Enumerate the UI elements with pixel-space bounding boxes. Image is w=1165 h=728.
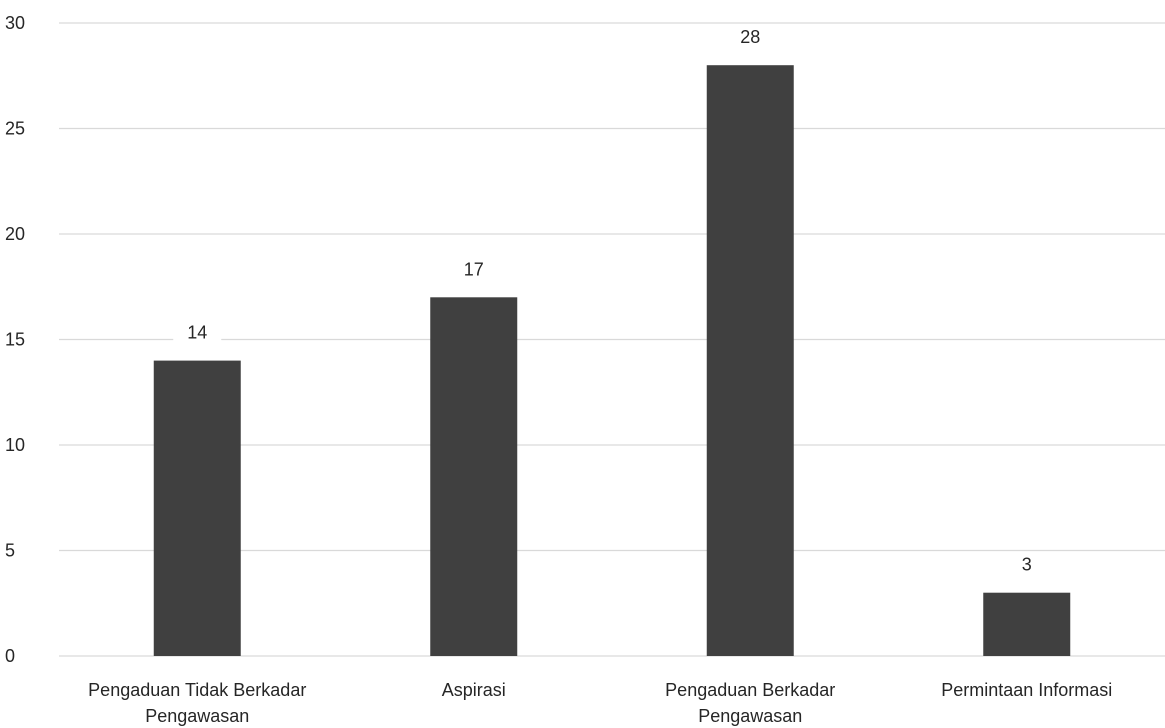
y-axis-tick-labels: 0 5 10 15 20 25 30: [5, 13, 25, 666]
gridlines: [59, 22, 1165, 657]
data-label-background: [1008, 554, 1046, 577]
data-label: 28: [740, 27, 760, 47]
bar: [153, 360, 241, 656]
bar: [706, 65, 794, 656]
data-label-background: [173, 322, 222, 345]
x-axis-category-labels: Pengaduan Tidak Berkadar Pengawasan Aspira…: [88, 680, 1112, 726]
y-tick-label: 10: [5, 435, 25, 455]
y-tick-label: 30: [5, 13, 25, 33]
category-label: Pengaduan Tidak Berkadar: [88, 680, 306, 700]
bar: [430, 297, 518, 656]
y-tick-label: 5: [5, 541, 15, 561]
category-label: Pengawasan: [145, 706, 249, 726]
data-label-background: [449, 259, 498, 282]
category-label: Permintaan Informasi: [941, 680, 1112, 700]
y-tick-label: 25: [5, 119, 25, 139]
data-label-background: [726, 27, 775, 50]
category-label: Aspirasi: [442, 680, 506, 700]
y-tick-label: 20: [5, 224, 25, 244]
data-labels: 14 17 28 3: [173, 27, 1046, 577]
y-tick-label: 15: [5, 330, 25, 350]
bar: [983, 592, 1071, 656]
y-tick-label: 0: [5, 646, 15, 666]
category-label: Pengawasan: [698, 706, 802, 726]
data-label: 3: [1022, 555, 1032, 575]
data-label: 17: [464, 259, 484, 279]
category-label: Pengaduan Berkadar: [665, 680, 835, 700]
data-label: 14: [187, 323, 207, 343]
bars: [153, 65, 1071, 656]
